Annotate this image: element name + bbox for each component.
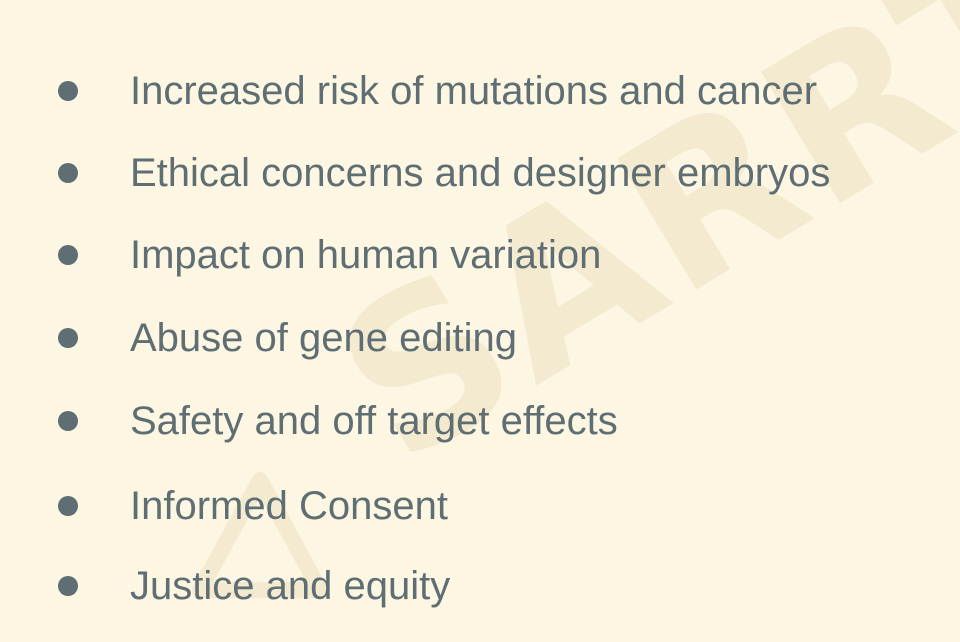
list-item-text: Ethical concerns and designer embryos — [130, 151, 831, 195]
list-item-text: Impact on human variation — [130, 233, 602, 277]
bullet-dot-icon — [58, 576, 78, 596]
list-item: Safety and off target effects — [58, 391, 938, 451]
bullet-dot-icon — [58, 245, 78, 265]
bullet-dot-icon — [58, 81, 78, 101]
list-item-text: Increased risk of mutations and cancer — [130, 69, 818, 113]
list-item: Ethical concerns and designer embryos — [58, 143, 938, 203]
list-item-text: Abuse of gene editing — [130, 316, 517, 360]
bullet-dot-icon — [58, 328, 78, 348]
bullet-dot-icon — [58, 411, 78, 431]
list-item: Informed Consent — [58, 476, 938, 536]
list-item: Increased risk of mutations and cancer — [58, 61, 938, 121]
bullet-dot-icon — [58, 163, 78, 183]
list-item-text: Informed Consent — [130, 484, 448, 528]
list-item-text: Justice and equity — [130, 564, 451, 608]
list-item-text: Safety and off target effects — [130, 399, 618, 443]
list-item: Impact on human variation — [58, 225, 938, 285]
bullet-dot-icon — [58, 496, 78, 516]
list-item: Abuse of gene editing — [58, 308, 938, 368]
list-item: Justice and equity — [58, 556, 938, 616]
